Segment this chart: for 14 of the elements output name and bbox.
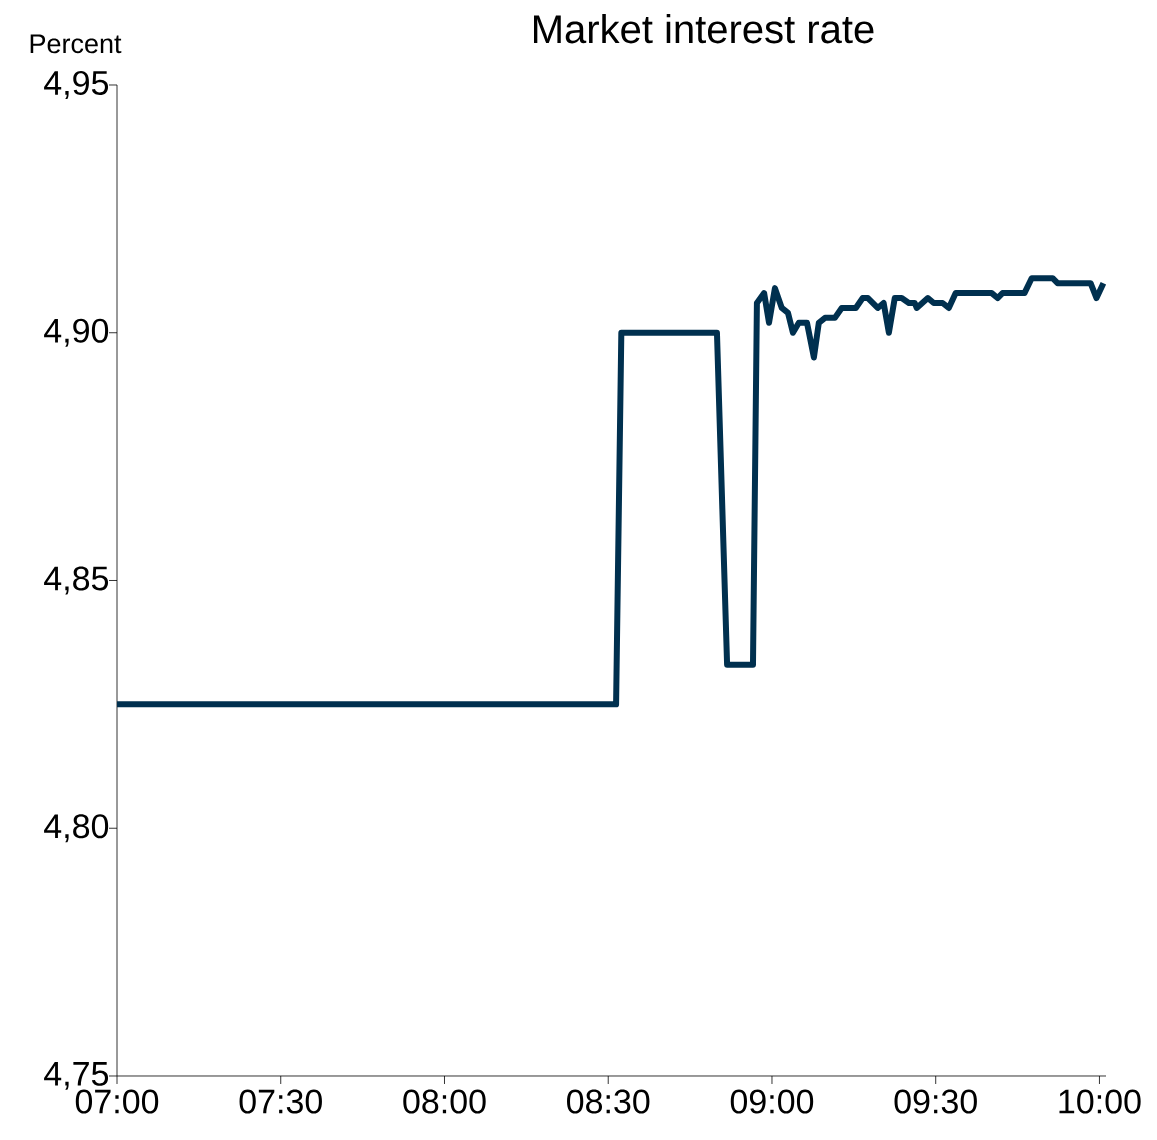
y-tick-label: 4,75: [44, 1062, 109, 1090]
y-tick-label: 4,90: [44, 318, 109, 347]
x-tick-label: 07:00: [75, 1089, 159, 1114]
x-tick-label: 07:30: [239, 1089, 322, 1114]
x-tick-label: 09:00: [730, 1089, 814, 1114]
x-tick-label: 09:30: [894, 1089, 977, 1114]
y-tick-label: 4,85: [44, 566, 109, 595]
y-tick-label: 4,95: [44, 70, 109, 100]
x-tick-label: 08:00: [403, 1089, 486, 1114]
x-tick-label: 10:00: [1059, 1089, 1141, 1114]
x-tick-label: 08:30: [567, 1089, 650, 1114]
chart-title: Market interest rate: [534, 14, 874, 44]
y-tick-label: 4,80: [44, 814, 109, 843]
y-axis-title: Percent: [30, 34, 122, 54]
